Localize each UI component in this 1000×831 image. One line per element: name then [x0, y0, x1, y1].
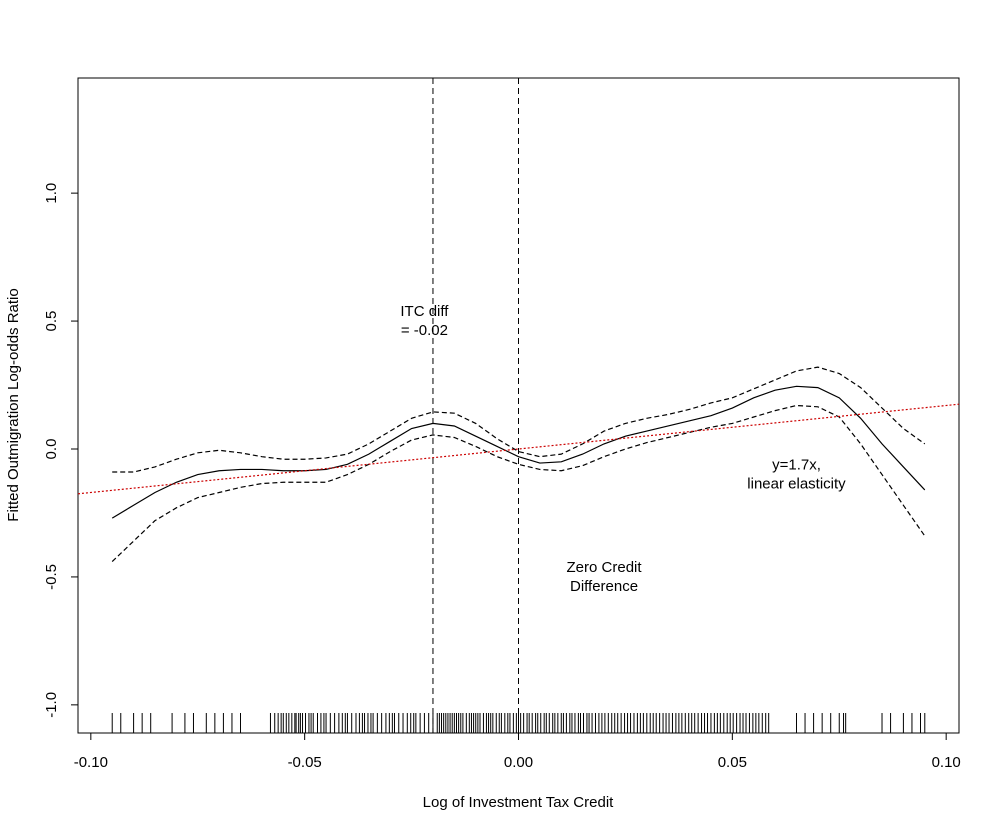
- x-tick-label: -0.10: [74, 754, 108, 771]
- annotation-2: y=1.7x, linear elasticity: [747, 456, 846, 492]
- annotation-line: = -0.02: [401, 322, 448, 339]
- plot-frame: [77, 77, 960, 734]
- y-tick-label: 0.0: [43, 439, 60, 460]
- y-tick-label: -0.5: [43, 564, 60, 590]
- x-tick-label: 0.10: [932, 754, 961, 771]
- confidence-band-1: [112, 366, 926, 473]
- y-tick-label: -1.0: [43, 692, 60, 718]
- rug-layer: [111, 713, 926, 733]
- annotation-line: linear elasticity: [747, 475, 846, 492]
- annotation-line: ITC diff: [400, 303, 449, 320]
- plot-layer: [77, 78, 960, 733]
- x-axis-label: Log of Investment Tax Credit: [423, 794, 614, 811]
- fit-line: [111, 385, 926, 519]
- linear-elasticity-line: [77, 403, 960, 495]
- annotation-0: ITC diff = -0.02: [400, 303, 449, 339]
- y-tick-label: 1.0: [43, 183, 60, 204]
- x-tick-label: 0.00: [504, 754, 533, 771]
- y-axis-label: Fitted Outmigration Log-odds Ratio: [5, 288, 22, 521]
- y-tick-label: 0.5: [43, 311, 60, 332]
- annotation-line: Difference: [570, 578, 638, 595]
- annotation-1: Zero Credit Difference: [567, 559, 643, 595]
- annotation-layer: ITC diff = -0.02 Zero Credit Difference y=1.…: [400, 303, 846, 595]
- annotation-line: y=1.7x,: [772, 456, 821, 473]
- x-tick-label: -0.05: [288, 754, 322, 771]
- annotation-line: Zero Credit: [567, 559, 643, 576]
- axes-layer: -0.10 -0.05 0.00 0.05 0.10 -1.0 -0.5 0.0 0.5 1.0: [43, 183, 961, 771]
- x-tick-label: 0.05: [718, 754, 747, 771]
